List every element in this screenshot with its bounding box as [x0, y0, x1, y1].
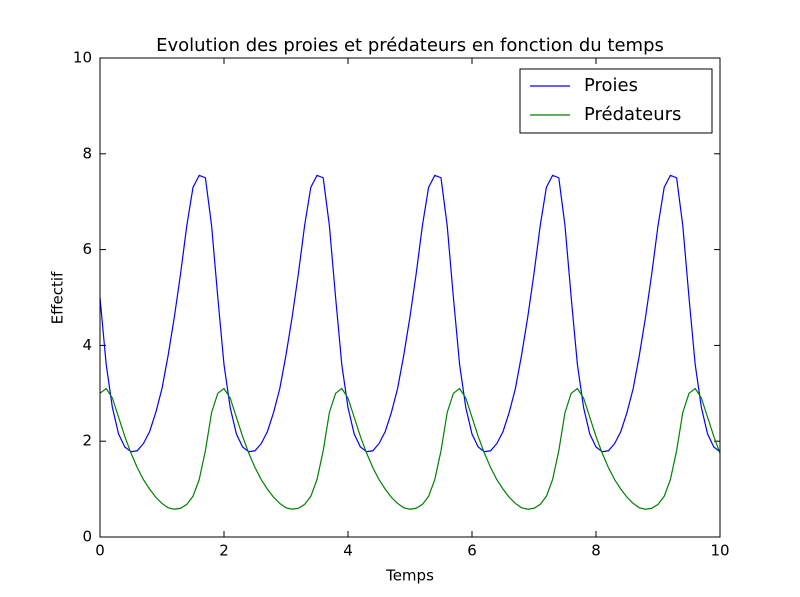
x-tick-label: 10: [710, 542, 729, 560]
y-axis-label: Effectif: [49, 271, 67, 324]
legend-label: Prédateurs: [584, 104, 681, 125]
chart-title: Evolution des proies et prédateurs en fo…: [156, 35, 664, 56]
legend-label: Proies: [584, 75, 638, 96]
series-line: [99, 174, 721, 453]
plot-frame: [99, 57, 721, 538]
x-tick-label: 0: [95, 542, 105, 560]
x-tick-label: 8: [591, 542, 601, 560]
series-line: [99, 387, 721, 510]
y-tick-label: 4: [82, 336, 92, 354]
x-tick-label: 6: [467, 542, 477, 560]
y-tick-label: 6: [82, 240, 92, 258]
x-tick-label: 2: [219, 542, 229, 560]
x-tick-label: 4: [343, 542, 353, 560]
x-axis-label: Temps: [385, 567, 434, 585]
y-tick-label: 10: [73, 49, 92, 67]
y-tick-label: 8: [82, 144, 92, 162]
y-tick-label: 2: [82, 432, 92, 450]
legend-box: [519, 68, 713, 134]
y-tick-label: 0: [82, 528, 92, 546]
